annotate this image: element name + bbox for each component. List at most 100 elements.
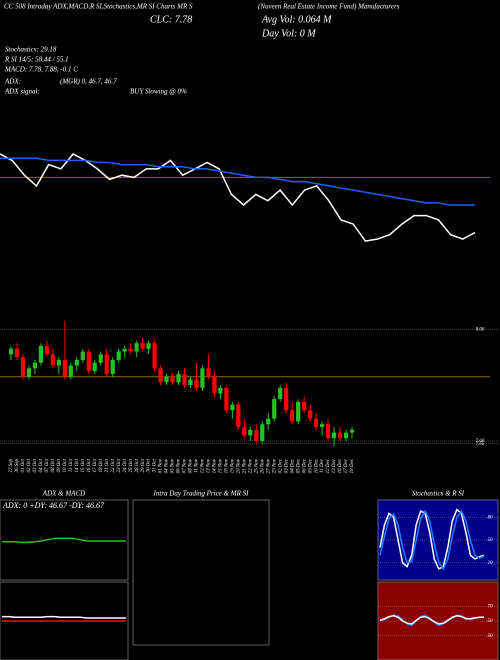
panel-frame <box>0 499 129 581</box>
x-tick-label: 13 Nov <box>207 458 212 473</box>
candle-body <box>176 373 181 383</box>
candle-body <box>349 429 355 433</box>
y-tick-label: 70 <box>488 604 494 609</box>
candle-body <box>116 351 121 360</box>
x-tick-label: 07 Oct <box>45 458 50 472</box>
x-tick-label: 12 Dec <box>326 458 331 473</box>
macd-info: MACD: 7.78, 7.88, -0.1 C <box>4 66 78 74</box>
candle-body <box>242 427 247 436</box>
candle-body <box>331 432 337 439</box>
series-line <box>2 537 126 544</box>
series-line <box>379 508 485 570</box>
panel-frame <box>132 499 270 646</box>
candle-body <box>164 376 169 383</box>
x-tick-label: 19 Nov <box>230 458 235 473</box>
candle-body <box>236 404 241 428</box>
x-tick-label: 07 Nov <box>183 458 188 473</box>
avg-vol: Avg Vol: 0.064 M <box>261 14 332 25</box>
header-title: CC 508 Intraday ADX,MACD,R SI,Stochastic… <box>4 3 193 11</box>
x-tick-label: 18 Nov <box>225 458 230 473</box>
x-tick-label: 11 Oct <box>69 458 74 472</box>
candle-body <box>230 404 235 411</box>
x-tick-label: 24 Oct <box>123 458 128 472</box>
x-tick-label: 25 Nov <box>254 458 259 473</box>
panel-title: Intra Day Trading Price & MR SI <box>153 490 250 498</box>
series-line <box>2 615 126 619</box>
x-tick-label: 21 Oct <box>105 458 110 472</box>
x-tick-label: 27 Nov <box>266 458 271 473</box>
candle-body <box>212 376 217 394</box>
candle-body <box>314 418 319 428</box>
candle-body <box>8 348 14 355</box>
clc: CLC: 7.78 <box>150 14 192 25</box>
series-line <box>0 153 476 242</box>
x-tick-label: 27 Sep <box>9 459 14 473</box>
adx-signal-label: ADX signal: <box>4 88 40 96</box>
panel-subtitle: ADX: 0 +DY: 46.67 -DY: 46.67 <box>2 501 105 510</box>
y-tick-label: 8.06 <box>476 327 485 332</box>
y-tick-label: 7.65 <box>476 442 485 447</box>
x-tick-label: 03 Oct <box>33 458 38 472</box>
x-tick-label: 02 Oct <box>27 458 32 472</box>
candle-body <box>302 401 307 411</box>
y-tick-label: 50 <box>488 619 494 624</box>
x-tick-label: 03 Dec <box>284 458 289 473</box>
candle-body <box>122 348 127 352</box>
panel-title: ADX & MACD <box>42 490 85 498</box>
candle-body <box>194 379 199 388</box>
x-tick-label: 14 Oct <box>75 458 80 472</box>
y-tick-label: 7.66 <box>476 439 485 444</box>
candle-body <box>188 379 193 386</box>
y-tick-label: 20 <box>488 561 494 566</box>
candle-body <box>104 354 109 374</box>
x-tick-label: 17 Oct <box>93 458 98 472</box>
x-tick-label: 01 Oct <box>21 458 26 472</box>
candle-body <box>50 354 55 366</box>
candle-body <box>146 343 151 349</box>
x-tick-label: 23 Oct <box>117 458 122 472</box>
x-tick-label: 09 Dec <box>308 458 313 473</box>
candle-body <box>224 387 229 411</box>
candle-body <box>296 401 301 422</box>
x-tick-label: 29 Oct <box>141 458 146 472</box>
x-tick-label: 25 Oct <box>129 458 134 472</box>
x-tick-label: 22 Oct <box>111 458 116 472</box>
candle-body <box>20 357 26 377</box>
adx-label: ADX: <box>4 78 21 86</box>
x-tick-label: 18 Dec <box>350 458 355 473</box>
x-tick-label: 10 Oct <box>63 458 68 472</box>
candle-body <box>158 368 163 383</box>
series-line <box>379 509 485 571</box>
rsi-info: R SI 14/5: 58.44 / 55.1 <box>4 56 69 64</box>
candle-body <box>182 373 187 386</box>
candle-body <box>128 348 133 352</box>
x-tick-label: 16 Dec <box>338 458 343 473</box>
x-tick-label: 04 Oct <box>39 458 44 472</box>
series-line <box>379 615 484 625</box>
x-tick-label: 17 Dec <box>344 458 349 473</box>
candle-body <box>284 387 289 411</box>
x-tick-label: 09 Oct <box>57 458 62 472</box>
panel-title: Stochastics & R SI <box>412 490 465 498</box>
adx-signal: BUY Slowing @ 0% <box>130 88 187 96</box>
candle-body <box>140 343 145 349</box>
x-tick-label: 30 Sep <box>15 459 20 473</box>
x-tick-label: 15 Oct <box>81 458 86 472</box>
candle-body <box>218 387 223 394</box>
fund-name: (Nuveen Real Estate Income Fund) Manufac… <box>258 3 400 11</box>
x-tick-label: 12 Nov <box>201 458 206 473</box>
candle-body <box>44 345 49 355</box>
x-tick-label: 31 Oct <box>153 458 158 472</box>
candle-body <box>308 410 313 419</box>
candle-body <box>254 429 259 442</box>
candle-body <box>110 359 115 374</box>
x-tick-label: 18 Oct <box>99 458 104 472</box>
x-tick-label: 20 Nov <box>236 458 241 473</box>
candle-body <box>98 354 103 363</box>
x-tick-label: 21 Nov <box>242 458 247 473</box>
candle-body <box>134 343 139 352</box>
x-tick-label: 06 Dec <box>302 458 307 473</box>
x-tick-label: 13 Dec <box>332 458 337 473</box>
